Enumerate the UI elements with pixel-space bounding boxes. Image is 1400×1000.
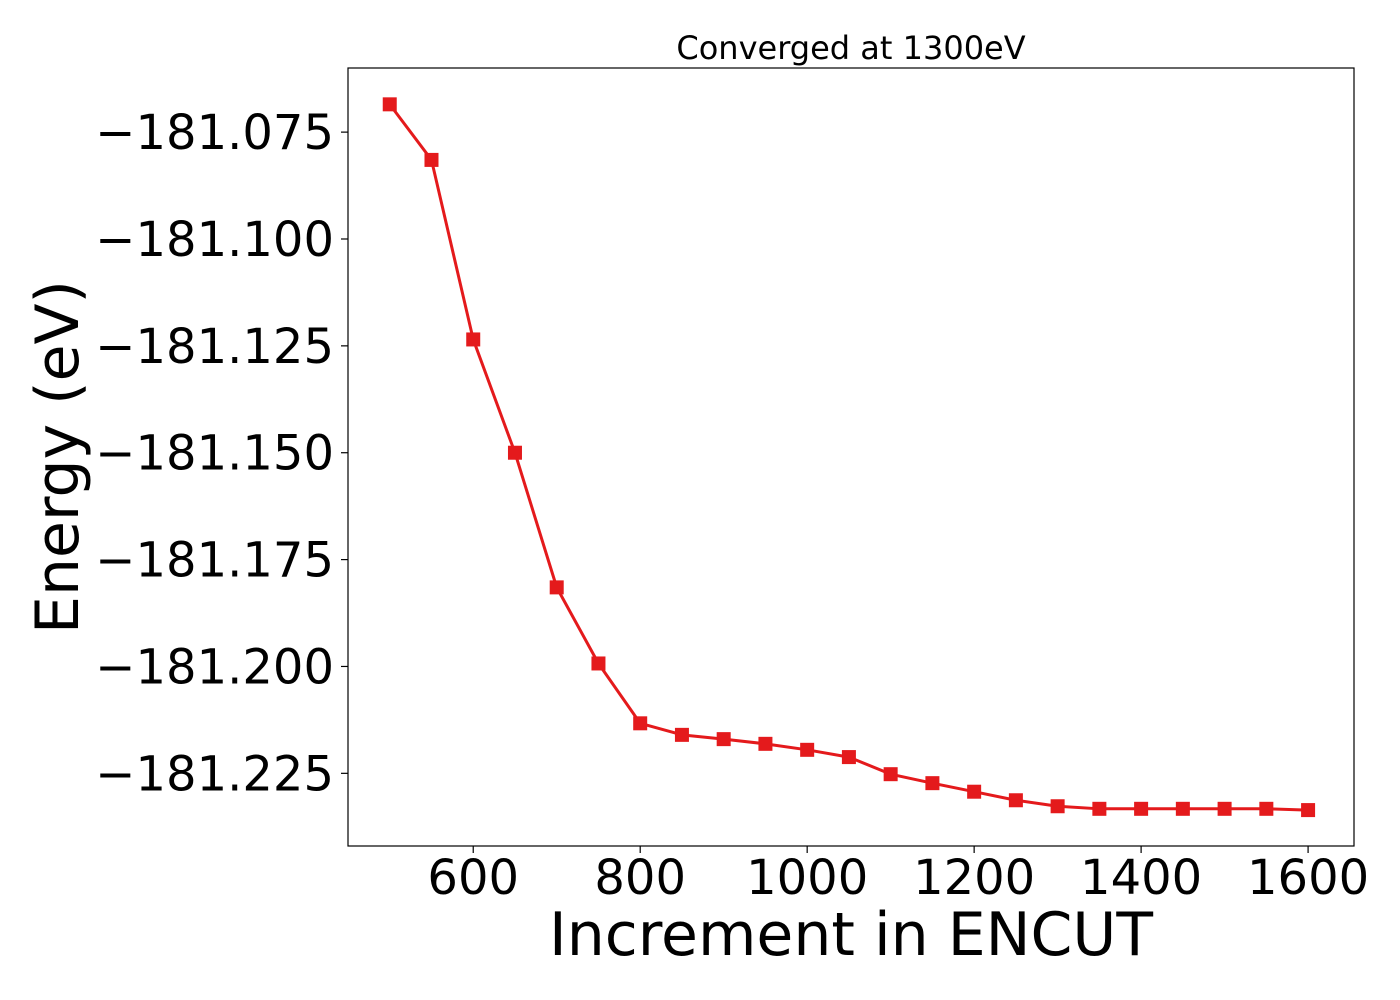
y-axis-label: Energy (eV) bbox=[23, 280, 93, 634]
y-tick-label: −181.150 bbox=[95, 426, 334, 482]
y-tick-label: −181.125 bbox=[95, 319, 334, 375]
plot-area bbox=[382, 97, 1316, 818]
x-tick-label: 1400 bbox=[1080, 850, 1202, 906]
y-tick-label: −181.225 bbox=[95, 746, 334, 802]
data-point bbox=[1008, 793, 1023, 808]
data-point bbox=[800, 742, 815, 757]
data-point bbox=[1301, 803, 1316, 818]
data-point bbox=[382, 97, 397, 112]
data-point bbox=[591, 656, 606, 671]
y-tick-label: −181.100 bbox=[95, 212, 334, 268]
x-tick-label: 600 bbox=[427, 850, 519, 906]
data-point bbox=[1175, 801, 1190, 816]
data-point bbox=[424, 152, 439, 167]
x-axis-ticks: 600 800 1000 1200 1400 1600 bbox=[427, 846, 1369, 906]
data-point bbox=[674, 727, 689, 742]
x-tick-label: 1000 bbox=[746, 850, 868, 906]
data-point bbox=[883, 767, 898, 782]
x-axis-label: Increment in ENCUT bbox=[549, 900, 1153, 970]
y-tick-label: −181.200 bbox=[95, 639, 334, 695]
data-point bbox=[633, 716, 648, 731]
data-point bbox=[466, 332, 481, 347]
x-tick-label: 1200 bbox=[913, 850, 1035, 906]
data-point bbox=[1259, 801, 1274, 816]
data-point bbox=[758, 736, 773, 751]
y-tick-label: −181.175 bbox=[95, 533, 334, 589]
data-point bbox=[1050, 799, 1065, 814]
data-point bbox=[1217, 801, 1232, 816]
y-axis-ticks: −181.075 −181.100 −181.125 −181.150 −181.175… bbox=[95, 105, 348, 802]
data-point bbox=[967, 784, 982, 799]
axes-frame bbox=[347, 67, 1355, 847]
data-point bbox=[1134, 801, 1149, 816]
data-point bbox=[549, 580, 564, 595]
y-tick-label: −181.075 bbox=[95, 105, 334, 161]
chart-title: Converged at 1300eV bbox=[676, 29, 1025, 67]
data-point bbox=[507, 445, 522, 460]
x-tick-label: 1600 bbox=[1247, 850, 1369, 906]
x-tick-label: 800 bbox=[594, 850, 686, 906]
data-point bbox=[1092, 801, 1107, 816]
data-point bbox=[925, 776, 940, 791]
data-point bbox=[841, 750, 856, 765]
data-point bbox=[716, 732, 731, 747]
